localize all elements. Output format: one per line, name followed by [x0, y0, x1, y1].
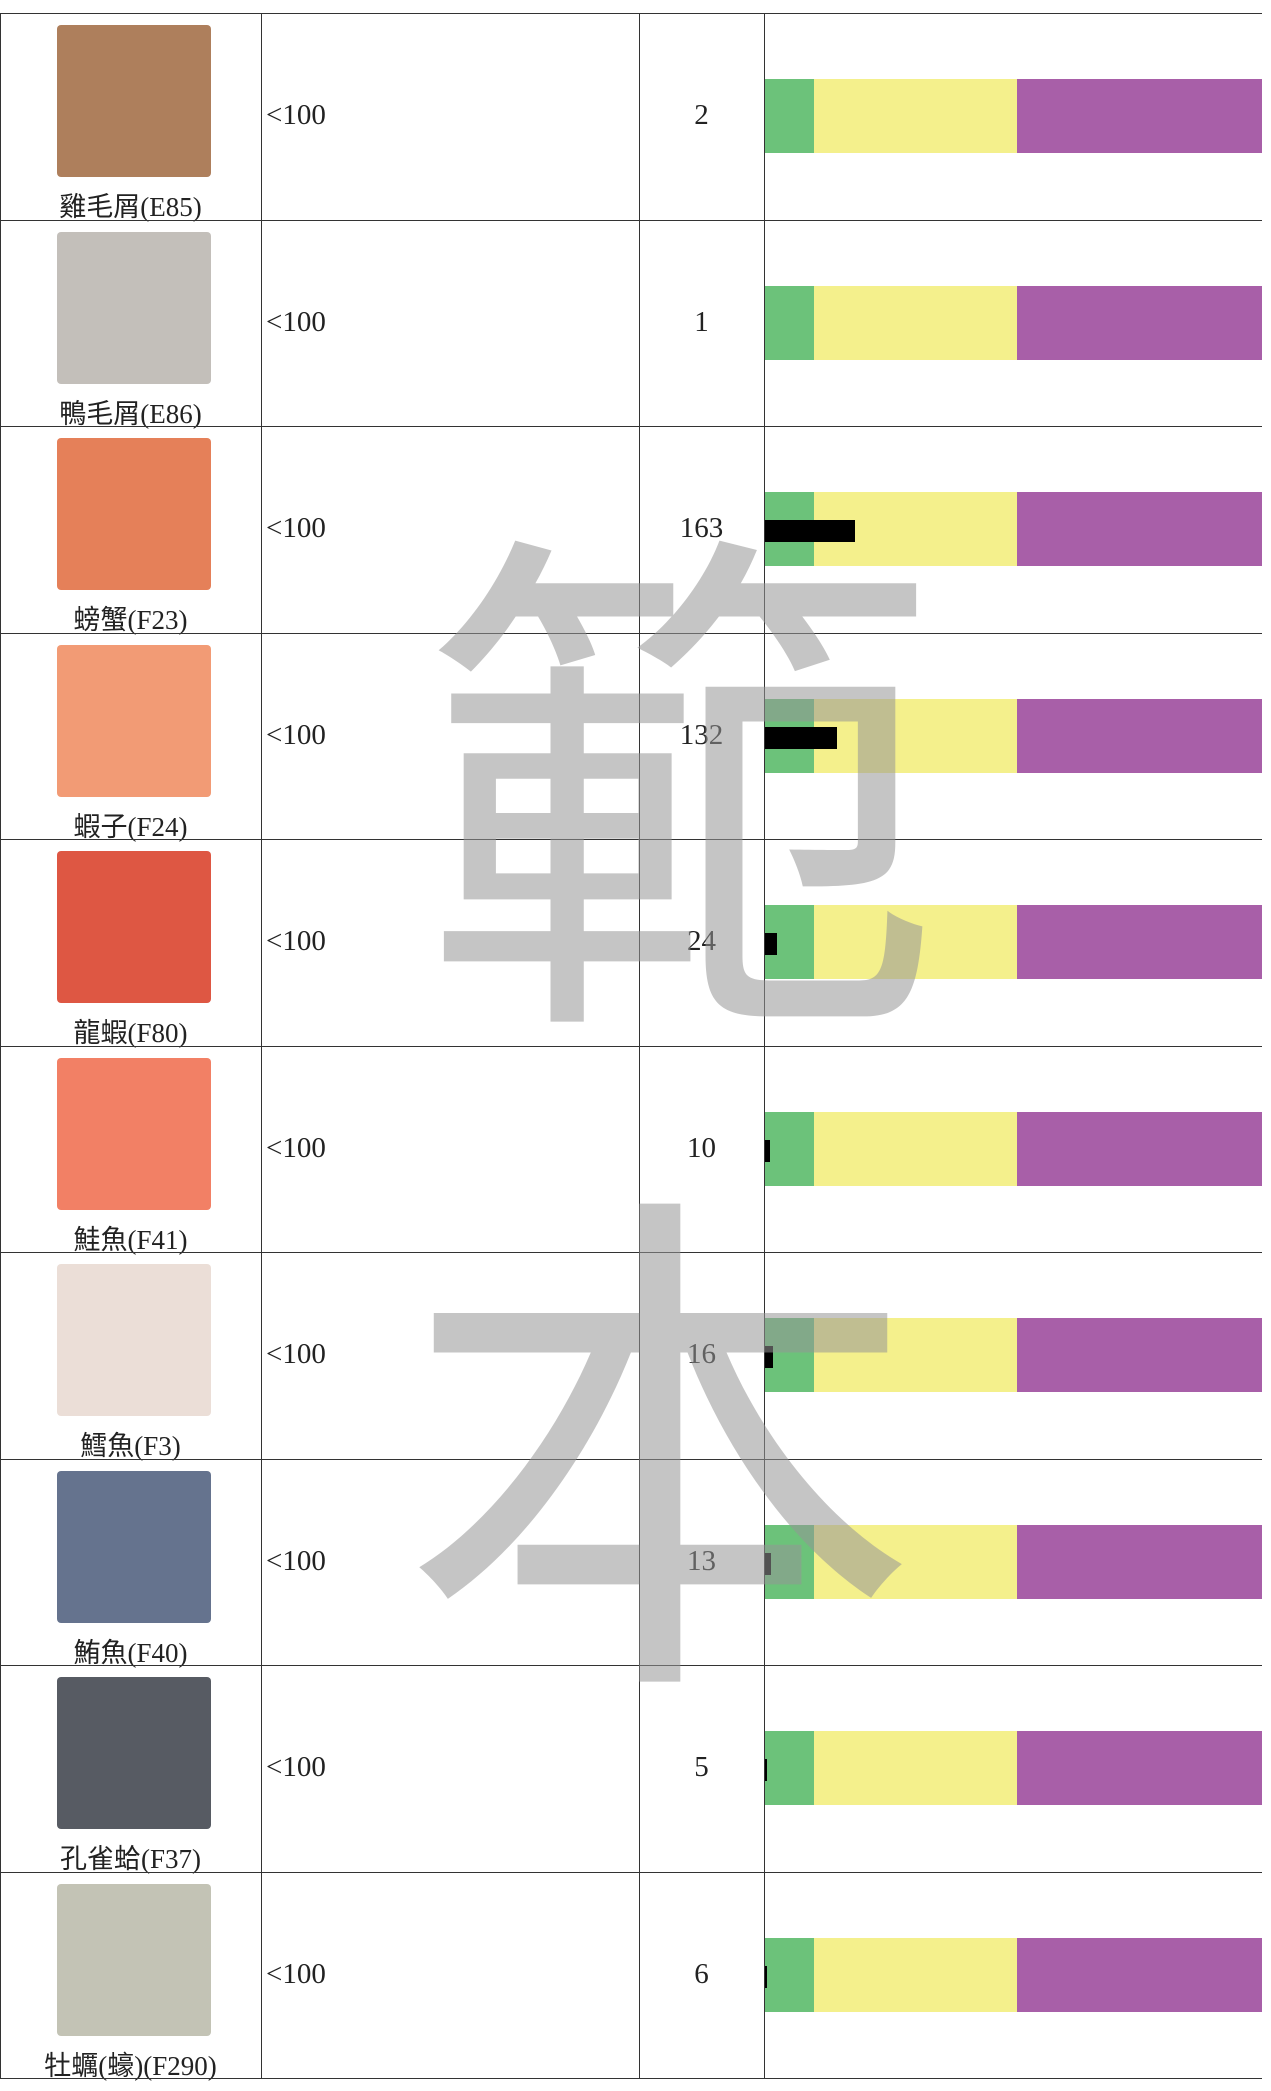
item-label: 螃蟹(F23) — [73, 605, 188, 635]
band-mid — [814, 79, 1017, 153]
band-high — [1017, 79, 1262, 153]
watermark: 本 — [400, 1157, 920, 1763]
value-bar — [764, 520, 855, 542]
value-text: 24 — [687, 925, 716, 957]
value-text: 163 — [679, 512, 724, 544]
band-mid — [814, 1731, 1017, 1805]
item-label: 鱈魚(F3) — [80, 1431, 181, 1461]
value-text: 16 — [687, 1338, 716, 1370]
column-border — [0, 13, 1, 2078]
range-text: <100 — [266, 1338, 326, 1370]
band-high — [1017, 698, 1262, 773]
value-text: 10 — [687, 1131, 716, 1164]
range-text: <100 — [266, 1751, 326, 1783]
range-text: <100 — [266, 512, 326, 544]
row-border — [0, 1458, 1262, 1460]
band-high — [1017, 1937, 1262, 2012]
band-low — [764, 1731, 814, 1805]
value-bar — [764, 726, 838, 749]
band-mid — [814, 285, 1017, 360]
item-photo — [57, 851, 211, 1003]
band-high — [1017, 1111, 1262, 1186]
item-label: 鮭魚(F41) — [73, 1224, 188, 1255]
item-photo — [57, 644, 211, 797]
watermark: 範 — [420, 497, 940, 1103]
item-label: 雞毛屑(E85) — [59, 192, 202, 222]
column-border — [639, 13, 640, 2078]
band-low — [764, 79, 814, 153]
band-high — [1017, 1524, 1262, 1599]
item-label: 鴨毛屑(E86) — [59, 398, 202, 429]
item-photo — [57, 231, 211, 384]
band-mid — [814, 1111, 1017, 1186]
range-text: <100 — [266, 305, 326, 338]
value-bar — [764, 1965, 768, 1988]
row-border — [0, 632, 1262, 634]
item-photo — [57, 1677, 211, 1829]
row-border — [0, 1252, 1262, 1253]
value-bar — [764, 1759, 767, 1781]
row-border — [0, 2078, 1262, 2079]
column-border — [261, 13, 262, 2078]
band-high — [1017, 285, 1262, 360]
range-text: <100 — [266, 1544, 326, 1577]
band-low — [764, 1111, 814, 1186]
row-border — [0, 1871, 1262, 1873]
value-text: 5 — [694, 1751, 709, 1783]
band-high — [1017, 1731, 1262, 1805]
band-mid — [814, 698, 1017, 773]
row-border — [0, 13, 1262, 14]
column-border — [764, 13, 765, 2078]
band-high — [1017, 492, 1262, 566]
item-photo — [57, 1057, 211, 1210]
band-low — [764, 285, 814, 360]
range-text: <100 — [266, 1131, 326, 1164]
item-label: 牡蠣(蠔)(F290) — [44, 2050, 217, 2081]
band-mid — [814, 1318, 1017, 1392]
value-text: 13 — [687, 1544, 716, 1577]
row-border — [0, 1045, 1262, 1047]
row-border — [0, 1665, 1262, 1666]
item-label: 龍蝦(F80) — [73, 1018, 188, 1048]
range-text: <100 — [266, 99, 326, 131]
range-text: <100 — [266, 925, 326, 957]
row-border — [0, 426, 1262, 427]
item-label: 鮪魚(F40) — [73, 1637, 188, 1668]
value-text: 132 — [679, 718, 724, 751]
value-text: 2 — [694, 99, 709, 131]
item-photo — [57, 438, 211, 590]
item-photo — [57, 1883, 211, 2036]
band-low — [764, 1524, 814, 1599]
item-label: 蝦子(F24) — [73, 811, 188, 842]
band-mid — [814, 1524, 1017, 1599]
row-border — [0, 839, 1262, 840]
value-bar — [764, 1139, 770, 1162]
item-label: 孔雀蛤(F37) — [60, 1844, 201, 1874]
value-text: 1 — [694, 305, 709, 338]
value-bar — [764, 1552, 772, 1575]
item-photo — [57, 25, 211, 177]
range-text: <100 — [266, 718, 326, 751]
band-mid — [814, 1937, 1017, 2012]
value-text: 6 — [694, 1957, 709, 1990]
row-border — [0, 219, 1262, 221]
band-mid — [814, 905, 1017, 979]
band-high — [1017, 1318, 1262, 1392]
value-bar — [764, 1346, 773, 1368]
band-low — [764, 1937, 814, 2012]
value-bar — [764, 933, 778, 955]
band-high — [1017, 905, 1262, 979]
item-photo — [57, 1264, 211, 1416]
item-photo — [57, 1470, 211, 1623]
range-text: <100 — [266, 1957, 326, 1990]
